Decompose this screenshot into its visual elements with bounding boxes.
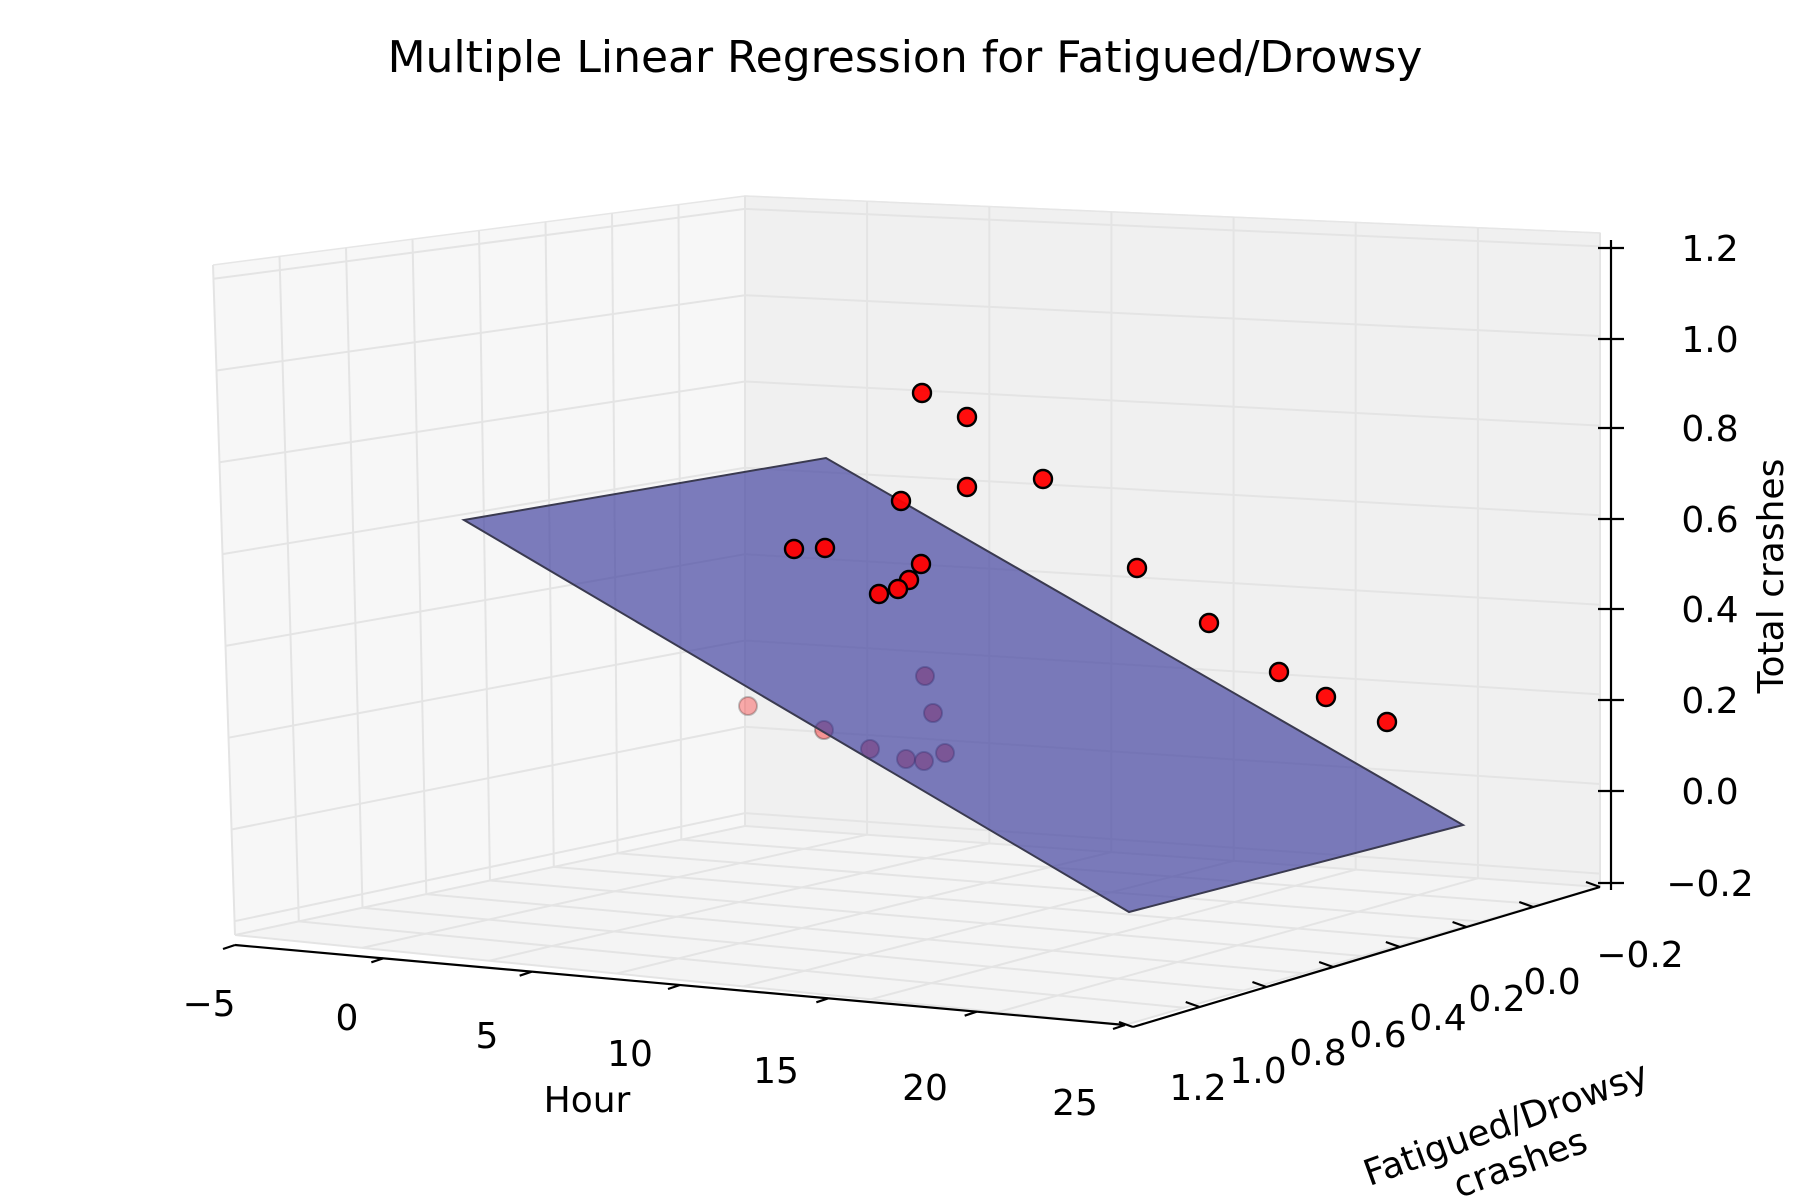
x-tick-label: −5 [182, 984, 235, 1025]
y-tick [1252, 980, 1267, 989]
x-tick-label: 5 [476, 1016, 499, 1057]
z-axis-label: Total crashes [1751, 459, 1792, 695]
y-tick-label: 0.2 [1468, 979, 1525, 1020]
axes: −5 0 5 10 15 20 25 1.2 1.0 0.8 0.6 0.4 0.20.0−0.2−0.… [182, 229, 1753, 1124]
z-tick-label: 0.2 [1681, 681, 1738, 722]
y-tick-label: 1.0 [1229, 1051, 1286, 1092]
data-point [738, 696, 758, 716]
y-tick [1452, 920, 1467, 929]
y-tick [1318, 960, 1334, 969]
y-tick-label: 0.4 [1409, 998, 1466, 1039]
grid-line [213, 207, 1601, 280]
data-point [868, 583, 890, 605]
z-tick-label: 0.4 [1681, 590, 1738, 631]
x-tick [667, 983, 681, 991]
grid-line [362, 906, 1244, 992]
y-tick [1385, 940, 1401, 949]
data-point [956, 406, 978, 428]
x-axis-label: Hour [544, 1080, 631, 1121]
grid-line [426, 893, 1304, 975]
grid-line [222, 466, 1601, 556]
y-tick [1118, 1020, 1134, 1029]
y-tick-label: 1.2 [1169, 1068, 1226, 1109]
data-point [956, 476, 978, 498]
z-tick-label: 0.6 [1681, 500, 1738, 541]
x-tick-label: 25 [1052, 1083, 1098, 1124]
y-tick [1585, 880, 1601, 889]
scatter-points-front [783, 382, 1398, 733]
data-point [910, 553, 932, 575]
x-tick [370, 957, 384, 964]
y-tick-label: 0.8 [1289, 1033, 1346, 1074]
x-tick [1112, 1023, 1126, 1031]
y-tick [1185, 1000, 1201, 1009]
grid-line [553, 865, 1422, 940]
grid-line [212, 264, 236, 936]
data-point [814, 537, 836, 559]
grid-line [219, 380, 1601, 464]
left-pane [213, 196, 745, 935]
data-point [887, 578, 909, 600]
x-tick-label: 20 [902, 1068, 948, 1109]
data-point [1126, 557, 1148, 579]
grid-line [278, 256, 300, 922]
data-point [1315, 686, 1337, 708]
z-tick-label: 1.0 [1681, 320, 1738, 361]
x-tick [222, 943, 236, 951]
y-tick [1518, 900, 1534, 909]
x-tick [519, 970, 533, 977]
y-tick-label: −0.2 [1596, 935, 1683, 976]
grid-line [411, 239, 428, 895]
data-point [1268, 661, 1290, 683]
y-axis-line [1132, 885, 1601, 1029]
z-tick-label: 0.0 [1681, 772, 1738, 813]
data-point [783, 538, 805, 560]
y-axis-label: Fatigued/Drowsycrashes [1358, 1054, 1668, 1200]
x-tick-label: 10 [607, 1034, 653, 1075]
z-tick-label: 0.8 [1681, 409, 1738, 450]
z-tick-label: −0.2 [1666, 864, 1753, 905]
data-point [890, 490, 912, 512]
grid-line [345, 247, 364, 908]
grid-line [298, 920, 1185, 1009]
grid-line [478, 230, 491, 881]
data-point [911, 382, 933, 404]
data-point [1032, 468, 1054, 490]
x-tick-label: 0 [336, 998, 359, 1039]
x-tick [964, 1010, 978, 1017]
x-tick-label: 15 [753, 1051, 799, 1092]
grid-line [489, 879, 1363, 957]
regression-plane [461, 456, 1466, 914]
data-point [1198, 612, 1220, 634]
x-tick [815, 997, 829, 1004]
grid-line [617, 852, 1482, 923]
chart-title: Multiple Linear Regression for Fatigued/… [388, 32, 1423, 83]
z-tick-label: 1.2 [1681, 229, 1738, 270]
data-point [1376, 711, 1398, 733]
grid-line [216, 294, 1601, 372]
y-tick-label: 0.0 [1523, 962, 1580, 1003]
y-tick-label: 0.6 [1349, 1015, 1406, 1056]
grid-line [234, 934, 1126, 1026]
grid-lines [212, 196, 1601, 1026]
